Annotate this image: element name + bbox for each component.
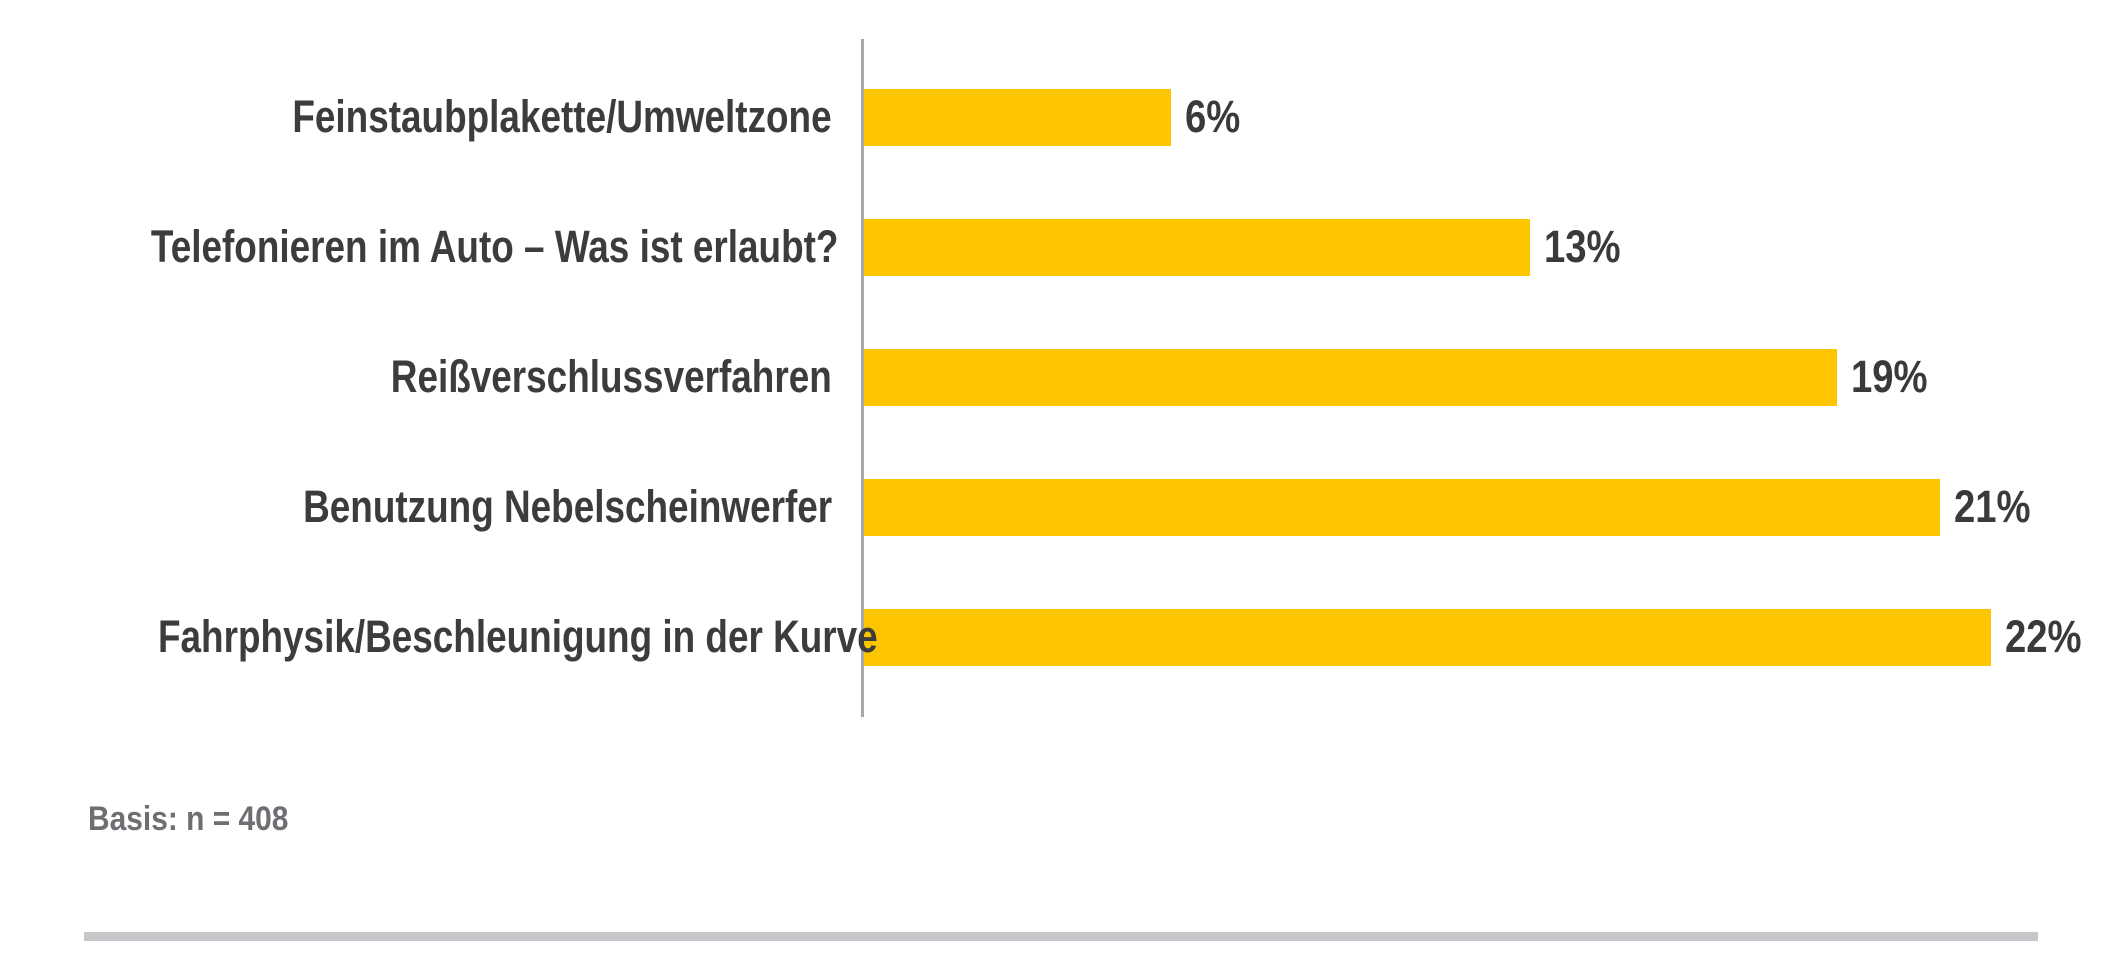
value-label: 13% bbox=[1544, 221, 1634, 273]
bar-row: Fahrphysik/Beschleunigung in der Kurve 22… bbox=[0, 572, 2126, 702]
category-label: Benutzung Nebelscheinwerfer bbox=[0, 482, 846, 532]
category-label: Telefonieren im Auto – Was ist erlaubt? bbox=[0, 222, 846, 272]
value-label-text: 19% bbox=[1851, 351, 1928, 402]
category-label-text: Benutzung Nebelscheinwerfer bbox=[302, 481, 832, 533]
value-label-text: 13% bbox=[1544, 221, 1621, 272]
basis-note: Basis: n = 408 bbox=[88, 800, 289, 838]
value-label: 6% bbox=[1185, 91, 1250, 143]
value-label: 22% bbox=[2005, 611, 2095, 663]
bar-row: Benutzung Nebelscheinwerfer 21% bbox=[0, 442, 2126, 572]
bar bbox=[864, 218, 1530, 276]
bar bbox=[864, 608, 1991, 666]
bar-row: Reißverschlussverfahren 19% bbox=[0, 312, 2126, 442]
bottom-rule bbox=[84, 932, 2038, 941]
value-label-text: 22% bbox=[2005, 611, 2082, 662]
value-label: 19% bbox=[1851, 351, 1941, 403]
bar bbox=[864, 88, 1171, 146]
category-label: Reißverschlussverfahren bbox=[0, 352, 846, 402]
value-label-text: 21% bbox=[1954, 481, 2031, 532]
bar bbox=[864, 478, 1940, 536]
value-label-text: 6% bbox=[1185, 91, 1241, 142]
category-label-text: Feinstaubplakette/Umweltzone bbox=[292, 91, 832, 143]
value-label: 21% bbox=[1954, 481, 2044, 533]
bar-chart-rows: Feinstaubplakette/Umweltzone 6% Telefonier… bbox=[0, 52, 2126, 702]
bar-row: Feinstaubplakette/Umweltzone 6% bbox=[0, 52, 2126, 182]
category-label-text: Telefonieren im Auto – Was ist erlaubt? bbox=[150, 221, 839, 273]
category-label: Feinstaubplakette/Umweltzone bbox=[0, 92, 846, 142]
category-label: Fahrphysik/Beschleunigung in der Kurve bbox=[0, 612, 878, 662]
category-label-text: Fahrphysik/Beschleunigung in der Kurve bbox=[157, 611, 878, 663]
bar bbox=[864, 348, 1837, 406]
bar-row: Telefonieren im Auto – Was ist erlaubt? 1… bbox=[0, 182, 2126, 312]
category-label-text: Reißverschlussverfahren bbox=[391, 351, 832, 403]
y-axis-line bbox=[861, 39, 864, 717]
